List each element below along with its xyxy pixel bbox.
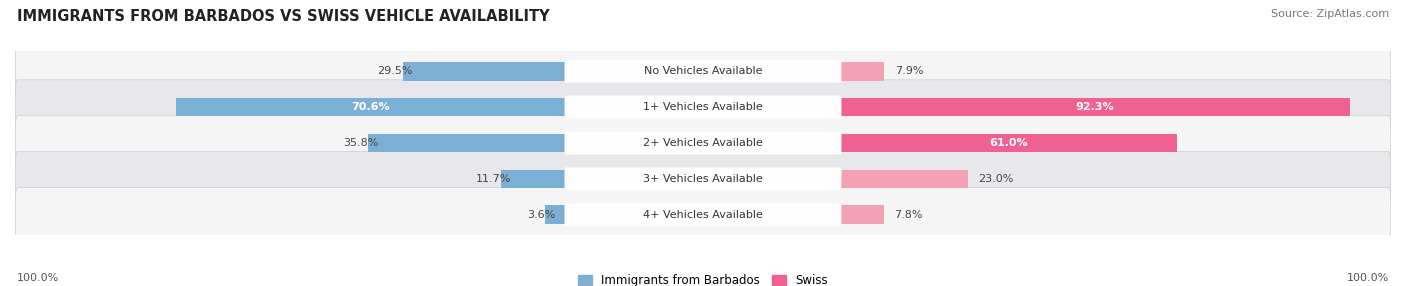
Text: 2+ Vehicles Available: 2+ Vehicles Available (643, 138, 763, 148)
Bar (841, 134, 1177, 152)
Text: 35.8%: 35.8% (343, 138, 378, 148)
Text: IMMIGRANTS FROM BARBADOS VS SWISS VEHICLE AVAILABILITY: IMMIGRANTS FROM BARBADOS VS SWISS VEHICL… (17, 9, 550, 23)
Text: 7.9%: 7.9% (894, 66, 924, 76)
FancyBboxPatch shape (15, 188, 1391, 242)
FancyBboxPatch shape (15, 152, 1391, 206)
Text: 100.0%: 100.0% (17, 273, 59, 283)
Text: 3.6%: 3.6% (527, 210, 555, 220)
Bar (402, 62, 565, 81)
Text: 100.0%: 100.0% (1347, 273, 1389, 283)
Text: 23.0%: 23.0% (979, 174, 1014, 184)
Bar (501, 170, 565, 188)
Text: Source: ZipAtlas.com: Source: ZipAtlas.com (1271, 9, 1389, 19)
Bar (841, 62, 884, 81)
FancyBboxPatch shape (565, 132, 841, 154)
Text: 70.6%: 70.6% (352, 102, 389, 112)
FancyBboxPatch shape (15, 116, 1391, 170)
Bar (841, 170, 967, 188)
Bar (368, 134, 565, 152)
FancyBboxPatch shape (565, 60, 841, 83)
Text: No Vehicles Available: No Vehicles Available (644, 66, 762, 76)
Text: 3+ Vehicles Available: 3+ Vehicles Available (643, 174, 763, 184)
FancyBboxPatch shape (565, 167, 841, 190)
Text: 61.0%: 61.0% (990, 138, 1028, 148)
Text: 11.7%: 11.7% (475, 174, 510, 184)
Bar (176, 98, 565, 116)
Text: 29.5%: 29.5% (377, 66, 413, 76)
Bar (841, 98, 1350, 116)
Bar (546, 205, 565, 224)
FancyBboxPatch shape (15, 80, 1391, 134)
Text: 92.3%: 92.3% (1076, 102, 1115, 112)
Text: 7.8%: 7.8% (894, 210, 922, 220)
Legend: Immigrants from Barbados, Swiss: Immigrants from Barbados, Swiss (578, 274, 828, 286)
Text: 4+ Vehicles Available: 4+ Vehicles Available (643, 210, 763, 220)
FancyBboxPatch shape (565, 96, 841, 119)
FancyBboxPatch shape (565, 203, 841, 226)
Bar (841, 205, 884, 224)
FancyBboxPatch shape (15, 44, 1391, 98)
Text: 1+ Vehicles Available: 1+ Vehicles Available (643, 102, 763, 112)
